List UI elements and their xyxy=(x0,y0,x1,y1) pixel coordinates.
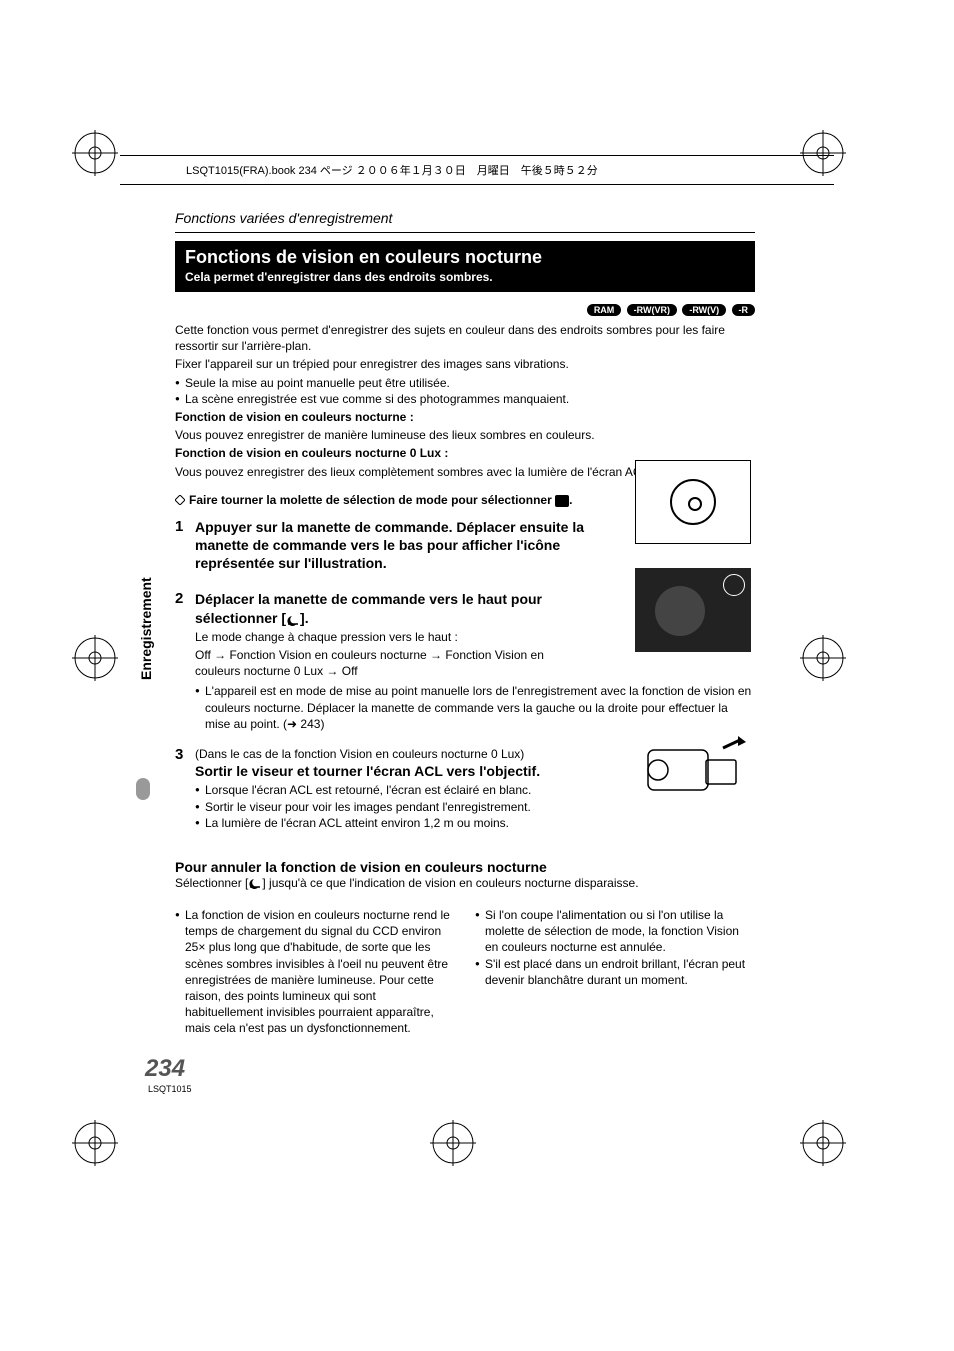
media-badges: RAM -RW(VR) -RW(V) -R xyxy=(175,302,755,316)
step-2-title: Déplacer la manette de commande vers le … xyxy=(195,590,575,626)
intro-2: Fixer l'appareil sur un trépied pour enr… xyxy=(175,356,755,372)
step-1-number: 1 xyxy=(175,518,195,535)
illustration-night-screen xyxy=(635,568,751,652)
step-3-bullet-3: La lumière de l'écran ACL atteint enviro… xyxy=(195,815,605,831)
section-title-block: Fonctions de vision en couleurs nocturne… xyxy=(175,241,755,292)
doc-code: LSQT1015 xyxy=(148,1084,192,1094)
build-info-header: LSQT1015(FRA).book 234 ページ ２００６年１月３０日 月曜… xyxy=(120,155,834,185)
badge-ram: RAM xyxy=(587,304,622,316)
step-3-bullet-2: Sortir le viseur pour voir les images pe… xyxy=(195,799,605,815)
page-content: Fonctions variées d'enregistrement Fonct… xyxy=(175,210,755,1039)
record-mode-icon xyxy=(555,495,569,507)
step-2-bullets: L'appareil est en mode de mise au point … xyxy=(195,683,755,732)
night-vision-icon-2 xyxy=(248,878,262,890)
crop-mark-br xyxy=(800,1120,846,1169)
cancel-text: Sélectionner [ ] jusqu'à ce que l'indicat… xyxy=(175,875,755,891)
intro-bullet-2: La scène enregistrée est vue comme si de… xyxy=(175,391,755,407)
cancel-text-b: ] jusqu'à ce que l'indication de vision … xyxy=(262,876,638,890)
step-3-title: Sortir le viseur et tourner l'écran ACL … xyxy=(195,762,605,780)
precondition-text-b: . xyxy=(569,493,572,507)
precondition-text-a: Faire tourner la molette de sélection de… xyxy=(189,493,555,507)
step-2-bullet: L'appareil est en mode de mise au point … xyxy=(195,683,755,732)
precondition-row: Faire tourner la molette de sélection de… xyxy=(175,492,575,508)
step-1-title: Appuyer sur la manette de commande. Dépl… xyxy=(195,518,595,573)
note-right-1: Si l'on coupe l'alimentation ou si l'on … xyxy=(475,907,755,956)
section-title: Fonctions de vision en couleurs nocturne xyxy=(185,247,745,268)
diamond-icon xyxy=(175,494,185,508)
step-3-number: 3 xyxy=(175,746,195,763)
step-2-number: 2 xyxy=(175,590,195,607)
cancel-heading: Pour annuler la fonction de vision en co… xyxy=(175,859,755,875)
side-tab-label: Enregistrement xyxy=(138,577,154,680)
cancel-text-a: Sélectionner [ xyxy=(175,876,248,890)
note-left-1: La fonction de vision en couleurs noctur… xyxy=(175,907,455,1037)
mode1-label: Fonction de vision en couleurs nocturne … xyxy=(175,409,755,425)
step-3: 3 (Dans le cas de la fonction Vision en … xyxy=(175,746,605,833)
page-number: 234 xyxy=(145,1055,185,1083)
step-2-text1: Le mode change à chaque pression vers le… xyxy=(195,629,575,645)
step-3-bullets: Lorsque l'écran ACL est retourné, l'écra… xyxy=(195,782,605,831)
notes-right-list: Si l'on coupe l'alimentation ou si l'on … xyxy=(475,907,755,988)
illustration-camcorder xyxy=(635,728,751,812)
build-info-text: LSQT1015(FRA).book 234 ページ ２００６年１月３０日 月曜… xyxy=(186,162,598,178)
intro-1: Cette fonction vous permet d'enregistrer… xyxy=(175,322,755,354)
badge-r: -R xyxy=(732,304,756,316)
crop-mark-mr xyxy=(800,635,846,684)
crop-mark-ml xyxy=(72,635,118,684)
step-3-pretext: (Dans le cas de la fonction Vision en co… xyxy=(195,746,605,762)
side-tab-marker xyxy=(136,778,150,800)
notes-left-list: La fonction de vision en couleurs noctur… xyxy=(175,907,455,1037)
section-subtitle: Cela permet d'enregistrer dans des endro… xyxy=(185,270,745,284)
badge-rwv: -RW(V) xyxy=(682,304,726,316)
notes-columns: La fonction de vision en couleurs noctur… xyxy=(175,905,755,1039)
precondition-text: Faire tourner la molette de sélection de… xyxy=(189,492,572,508)
step-2-title-b: ]. xyxy=(300,610,309,626)
intro-bullet-1: Seule la mise au point manuelle peut êtr… xyxy=(175,375,755,391)
note-right-2: S'il est placé dans un endroit brillant,… xyxy=(475,956,755,988)
step-3-bullet-1: Lorsque l'écran ACL est retourné, l'écra… xyxy=(195,782,605,798)
night-vision-icon xyxy=(286,613,300,625)
step-2-text2: Off → Fonction Vision en couleurs noctur… xyxy=(195,647,575,679)
crop-mark-bc xyxy=(430,1120,476,1169)
step-1: 1 Appuyer sur la manette de commande. Dé… xyxy=(175,518,595,573)
intro-bullets: Seule la mise au point manuelle peut êtr… xyxy=(175,375,755,407)
crop-mark-tl xyxy=(72,130,118,179)
step-2-title-a: Déplacer la manette de commande vers le … xyxy=(195,591,542,625)
badge-rwvr: -RW(VR) xyxy=(627,304,677,316)
breadcrumb: Fonctions variées d'enregistrement xyxy=(175,210,755,226)
mode1-text: Vous pouvez enregistrer de manière lumin… xyxy=(175,427,755,443)
illustration-mode-dial xyxy=(635,460,751,544)
crop-mark-bl xyxy=(72,1120,118,1169)
step-2: 2 Déplacer la manette de commande vers l… xyxy=(175,590,575,679)
breadcrumb-rule xyxy=(175,232,755,233)
